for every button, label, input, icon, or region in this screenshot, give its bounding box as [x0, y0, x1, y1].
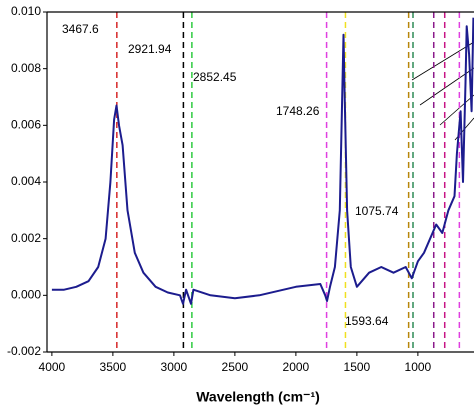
- x-tick-label: 1000: [405, 360, 432, 374]
- reference-label: 1075.74: [355, 204, 399, 218]
- reference-label: 1748.26: [276, 104, 320, 118]
- x-tick-label: 2000: [283, 360, 310, 374]
- y-tick-label: 0.000: [11, 288, 41, 302]
- reference-label: 2852.45: [193, 70, 237, 84]
- reference-label: 3467.6: [62, 22, 99, 36]
- spectrum-line: [51, 17, 474, 305]
- y-tick-label: -0.002: [7, 344, 41, 358]
- y-tick-label: 0.004: [11, 174, 41, 188]
- x-axis-title: Wavelength (cm⁻¹): [196, 389, 320, 405]
- x-tick-label: 3500: [100, 360, 127, 374]
- y-tick-label: 0.006: [11, 118, 41, 132]
- y-tick-label: 0.010: [11, 4, 41, 18]
- pointer-line: [439, 94, 474, 126]
- x-tick-label: 3000: [161, 360, 188, 374]
- pointer-line: [411, 41, 474, 81]
- x-tick-label: 2500: [222, 360, 249, 374]
- y-tick-label: 0.002: [11, 231, 41, 245]
- x-tick-label: 1500: [344, 360, 371, 374]
- x-tick-label: 4000: [39, 360, 66, 374]
- reference-label: 1593.64: [345, 314, 389, 328]
- reference-label: 2921.94: [128, 42, 172, 56]
- y-tick-label: 0.008: [11, 61, 41, 75]
